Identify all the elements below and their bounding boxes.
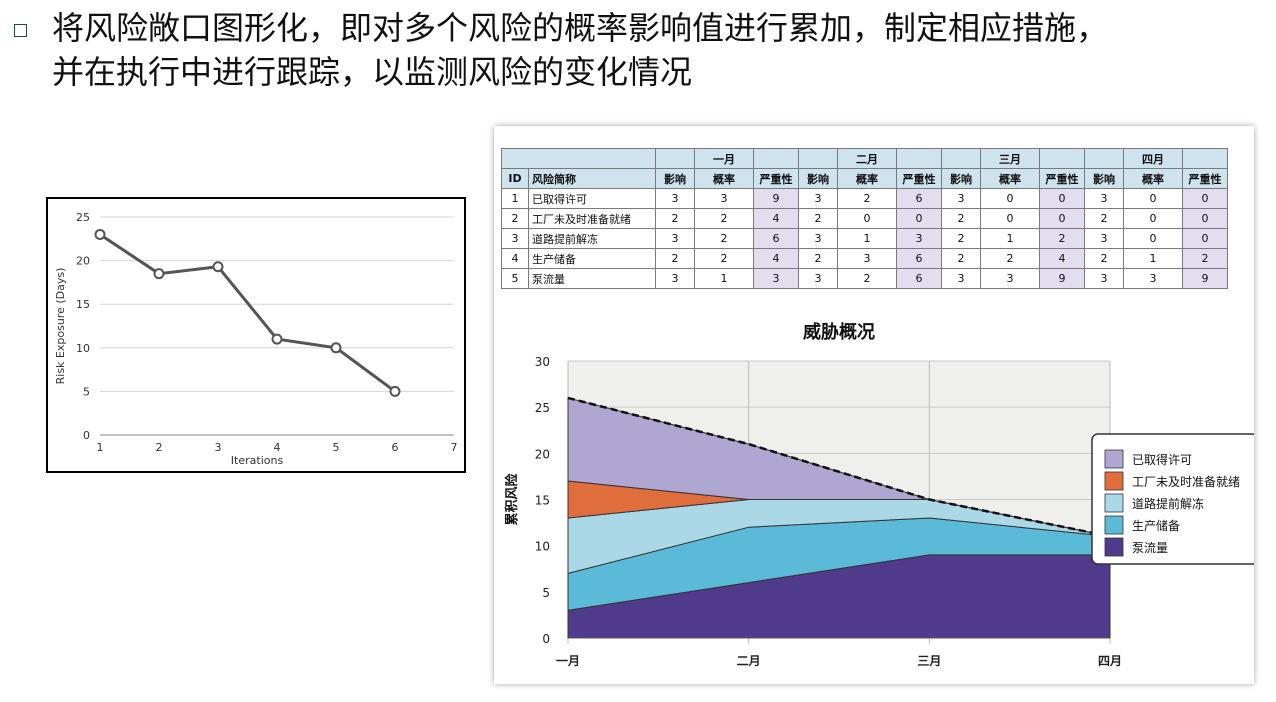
table-row: 4 生产储备 2 2 4 2 3 6 2 2 4 2 1 2 <box>501 248 1228 269</box>
table-cell-value: 2 <box>1182 248 1228 269</box>
table-header-blank <box>798 148 838 169</box>
data-point <box>389 385 401 397</box>
data-point <box>212 261 224 273</box>
y-tick-label: 0 <box>83 429 90 442</box>
chart-title: 威胁概况 <box>803 321 875 343</box>
legend-swatch <box>1104 493 1124 513</box>
y-tick-label: 25 <box>535 401 550 415</box>
table-cell-value: 3 <box>980 268 1040 289</box>
x-tick-label: 二月 <box>737 654 761 668</box>
table-cell-name: 道路提前解冻 <box>528 228 656 249</box>
risk-table: 一月 二月 三月 四月 ID 风险简称 影响 概率 严重性 影响 概率 严重性 影响 概率 严重性 影响 概率严… <box>501 148 1228 289</box>
x-tick-label: 6 <box>392 441 399 454</box>
data-point <box>94 228 106 240</box>
x-tick-label: 一月 <box>556 654 580 668</box>
x-tick-label: 2 <box>156 441 163 454</box>
x-tick-label: 5 <box>333 441 340 454</box>
table-cell-value: 4 <box>1039 248 1085 269</box>
data-point <box>153 268 165 280</box>
bullet-line-1: 将风险敞口图形化，即对多个风险的概率影响值进行累加，制定相应措施， <box>52 9 1109 47</box>
square-bullet-icon <box>14 24 27 37</box>
series-line <box>99 233 396 393</box>
table-cell-value: 0 <box>1039 208 1085 229</box>
table-cell-value: 6 <box>753 228 799 249</box>
legend-swatch <box>1104 537 1124 557</box>
legend-label: 生产储备 <box>1132 518 1180 533</box>
y-tick-label: 15 <box>76 298 90 311</box>
table-header-month: 三月 <box>980 148 1040 169</box>
table-cell-value: 2 <box>837 268 897 289</box>
table-header-blank <box>501 148 656 169</box>
table-cell-value: 3 <box>753 268 799 289</box>
x-tick-label: 4 <box>274 441 281 454</box>
table-cell-value: 9 <box>1182 268 1228 289</box>
table-header-sub: 概率 <box>837 168 897 189</box>
legend-label: 道路提前解冻 <box>1132 496 1204 511</box>
y-axis-label: Risk Exposure (Days) <box>54 268 67 385</box>
legend-box <box>1091 433 1254 565</box>
table-cell-value: 3 <box>896 228 942 249</box>
x-tick-label: 三月 <box>917 654 941 668</box>
table-header-sub: 影响 <box>1084 168 1124 189</box>
table-header-months: 一月 二月 三月 四月 <box>501 148 1228 169</box>
legend-label: 工厂未及时准备就绪 <box>1132 475 1240 489</box>
table-cell-value: 6 <box>896 188 942 209</box>
table-row: 5 泵流量 3 1 3 3 2 6 3 3 9 3 3 9 <box>501 268 1228 289</box>
y-tick-label: 20 <box>76 255 90 268</box>
bullet-line-2: 并在执行中进行跟踪，以监测风险的变化情况 <box>52 53 693 91</box>
data-point <box>271 333 283 345</box>
bullet-text: 将风险敞口图形化，即对多个风险的概率影响值进行累加，制定相应措施， 并在执行中进… <box>52 6 1272 94</box>
y-tick-label: 20 <box>535 447 550 461</box>
table-cell-value: 0 <box>1182 188 1228 209</box>
risk-exposure-line-chart: 0 5 10 15 20 25 1 2 3 4 5 6 7 Iterations Risk Exposure… <box>46 197 466 473</box>
table-cell-value: 6 <box>896 248 942 269</box>
table-row: 3 道路提前解冻 3 2 6 3 1 3 2 1 2 3 0 0 <box>501 228 1228 249</box>
x-tick-label: 四月 <box>1098 654 1122 668</box>
table-header-columns: ID 风险简称 影响 概率 严重性 影响 概率 严重性 影响 概率 严重性 影响 概率 严重性 <box>501 168 1228 189</box>
y-tick-label: 10 <box>535 540 550 554</box>
y-tick-label: 25 <box>76 211 90 224</box>
legend-swatch <box>1104 471 1124 491</box>
x-tick-label: 3 <box>215 441 222 454</box>
table-header-sub: 影响 <box>941 168 981 189</box>
y-tick-label: 30 <box>535 355 550 369</box>
table-cell-name: 工厂未及时准备就绪 <box>528 208 656 229</box>
risk-profile-panel: 一月 二月 三月 四月 ID 风险简称 影响 概率 严重性 影响 概率 严重性 影响 概率 严重性 影响 概率严… <box>494 126 1254 684</box>
table-header-month: 四月 <box>1123 148 1183 169</box>
y-tick-label: 5 <box>83 385 90 398</box>
table-row: 1 已取得许可 3 3 9 3 2 6 3 0 0 3 0 0 <box>501 188 1228 209</box>
table-cell-value: 0 <box>1182 208 1228 229</box>
legend-label: 已取得许可 <box>1132 452 1192 467</box>
y-tick-label: 0 <box>542 632 550 646</box>
x-tick-label: 7 <box>451 441 458 454</box>
table-cell-value: 0 <box>1039 188 1085 209</box>
y-axis-label: 累积风险 <box>504 473 520 526</box>
x-tick-label: 1 <box>97 441 104 454</box>
table-header-sub: 严重性 <box>896 168 942 189</box>
data-point <box>330 342 342 354</box>
table-cell-value: 9 <box>1039 268 1085 289</box>
table-header-sub: 概率 <box>1123 168 1183 189</box>
y-tick-label: 5 <box>542 586 550 600</box>
table-header-blank <box>941 148 981 169</box>
legend-swatch <box>1104 515 1124 535</box>
total-dashed-line <box>567 396 1111 538</box>
y-tick-label: 15 <box>535 494 550 508</box>
table-header-sub: 严重性 <box>1182 168 1228 189</box>
legend-swatch <box>1104 449 1124 469</box>
legend-label: 泵流量 <box>1132 541 1168 555</box>
table-row: 2 工厂未及时准备就绪 2 2 4 2 0 0 2 0 0 2 0 0 <box>501 208 1228 229</box>
table-header-sub: 影响 <box>655 168 695 189</box>
y-tick-label: 10 <box>76 342 90 355</box>
x-axis-label: Iterations <box>231 454 284 467</box>
line-chart-svg: 0 5 10 15 20 25 1 2 3 4 5 6 7 Iterations Risk Exposure… <box>54 211 458 467</box>
table-header-month: 二月 <box>837 148 897 169</box>
table-header-blank <box>1182 148 1228 169</box>
table-cell-value: 1 <box>694 268 754 289</box>
table-cell-value: 6 <box>896 268 942 289</box>
table-cell-value: 2 <box>1039 228 1085 249</box>
